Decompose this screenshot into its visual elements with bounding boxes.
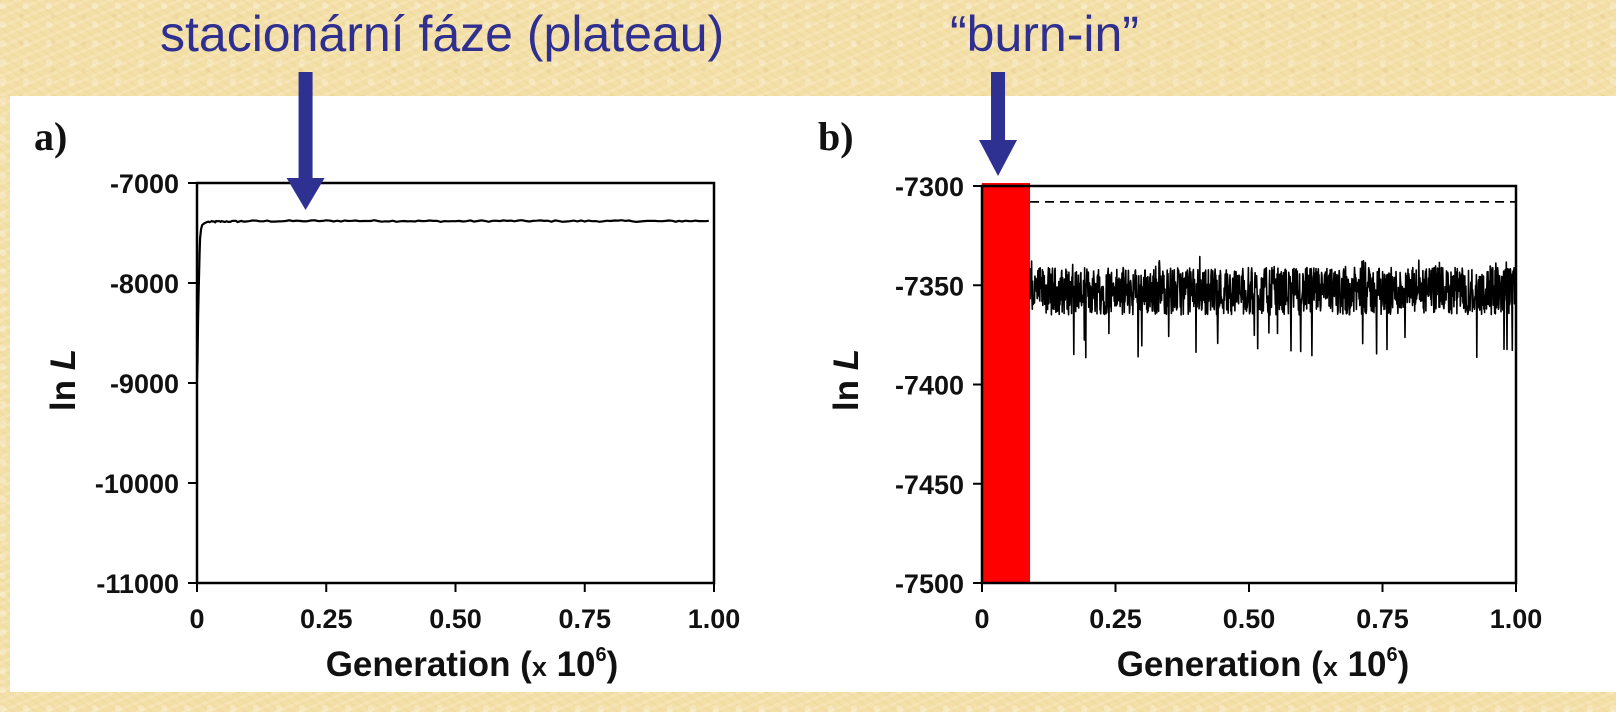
panel-a-ticks: -7000 -8000 -9000 -10000 -11000 0 0.25 0.50 0.75…: [95, 169, 740, 634]
panel-b-ticks: -7300 -7350 -7400 -7450 -7500 0 0.25 0.50 0.75 1.…: [895, 172, 1542, 634]
y-tick-label: -9000: [110, 369, 179, 399]
x-tick-label: 0.75: [558, 604, 611, 634]
panel-a-x-axis-label: Generation (x 106): [326, 644, 619, 684]
x-tick-label: 0.25: [300, 604, 353, 634]
panel-a-y-axis-label: ln L: [44, 349, 83, 411]
panel-b-x-axis-label: Generation (x 106): [1117, 644, 1410, 684]
y-tick-label: -7400: [895, 371, 964, 401]
panel-a-plot-frame: [195, 181, 716, 585]
panel-a: a) -7000 -8000 -9000 -10000 -11000 0 0.25 0.50 0…: [34, 72, 740, 684]
x-tick-label: 0: [974, 604, 989, 634]
plateau-arrow: [286, 72, 325, 210]
x-tick-label: 0: [189, 604, 204, 634]
y-tick-label: -7300: [895, 172, 964, 202]
y-tick-label: -7450: [895, 470, 964, 500]
panel-a-trace: [195, 219, 709, 379]
panel-b-plot-frame: [980, 184, 1518, 585]
burn-in-arrow: [979, 72, 1018, 176]
x-tick-label: 1.00: [688, 604, 741, 634]
panel-b-y-axis-label: ln L: [827, 349, 866, 411]
y-tick-label: -8000: [110, 269, 179, 299]
panel-a-label: a): [34, 114, 67, 159]
burn-in-region: [982, 183, 1031, 583]
burn-in-annotation: “burn-in”: [950, 6, 1139, 62]
figure-panel: [10, 96, 1616, 692]
panel-b-trace: [1029, 255, 1517, 359]
y-tick-label: -11000: [96, 569, 179, 599]
y-tick-label: -10000: [95, 469, 179, 499]
panel-b-label: b): [818, 114, 854, 159]
panel-b: b) -7300 -7350 -7400 -7450 -7500 0 0.25 0.50 0.7…: [818, 72, 1542, 684]
x-tick-label: 1.00: [1490, 604, 1543, 634]
x-tick-label: 0.50: [1223, 604, 1276, 634]
y-tick-label: -7500: [895, 569, 964, 599]
x-tick-label: 0.50: [429, 604, 482, 634]
plateau-annotation: stacionární fáze (plateau): [160, 6, 725, 62]
y-tick-label: -7350: [895, 271, 964, 301]
y-tick-label: -7000: [110, 169, 179, 199]
x-tick-label: 0.25: [1089, 604, 1142, 634]
x-tick-label: 0.75: [1356, 604, 1409, 634]
